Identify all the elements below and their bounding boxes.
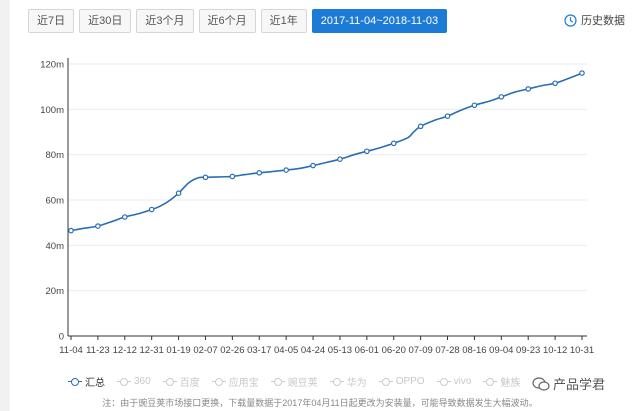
data-point — [256, 170, 263, 176]
tab-last-30-days[interactable]: 近30日 — [79, 9, 132, 33]
legend-label: 汇总 — [85, 378, 105, 389]
y-tick-label: 20m — [46, 286, 65, 297]
data-point — [229, 173, 236, 180]
watermark-text: 产品学君 — [553, 377, 606, 392]
data-point — [95, 223, 101, 229]
data-point — [579, 70, 585, 76]
x-tick-label: 09-23 — [516, 345, 540, 356]
legend-label: 魅族 — [500, 378, 521, 389]
x-tick-label: 12-31 — [140, 345, 164, 356]
legend-item-2[interactable]: 百度 — [162, 374, 200, 389]
wechat-icon — [532, 376, 550, 391]
y-tick-label: 100m — [40, 105, 64, 116]
x-tick-label: 10-12 — [543, 345, 567, 356]
x-tick-label: 07-28 — [435, 345, 459, 356]
chart-footnote: 注：由于豌豆荚市场接口更换，下载量数据于2017年04月11日起更改为安装量，可… — [102, 398, 538, 408]
x-tick-label: 01-19 — [166, 345, 190, 356]
legend-item-4[interactable]: 豌豆荚 — [270, 374, 318, 389]
data-point — [337, 156, 343, 163]
data-point — [202, 174, 209, 181]
tab-last-3-months[interactable]: 近3个月 — [136, 9, 194, 33]
legend-label: OPPO — [395, 376, 425, 387]
legend-marker-icon — [68, 377, 82, 386]
x-tick-label: 06-01 — [355, 345, 379, 356]
x-tick-label: 02-26 — [220, 345, 244, 356]
data-point — [175, 190, 182, 197]
data-point — [498, 94, 505, 100]
history-data-link[interactable]: 历史数据 — [564, 12, 625, 28]
x-tick-label: 11-04 — [59, 345, 83, 356]
x-tick-label: 04-24 — [301, 345, 325, 356]
x-tick-label: 02-07 — [193, 345, 217, 356]
legend-item-8[interactable]: 魅族 — [483, 374, 520, 389]
data-point — [68, 227, 74, 234]
legend-label: 豌豆荚 — [287, 378, 318, 389]
legend-marker-icon — [211, 377, 226, 386]
data-point — [121, 214, 128, 220]
legend-label: 百度 — [179, 378, 200, 389]
legend-marker-icon — [329, 377, 344, 386]
chart-legend: 汇总 360 百度 应用宝 豌豆荚 华为 OPPO vivo 魅族 — [68, 374, 532, 389]
data-point — [417, 123, 424, 130]
x-tick-label: 10-31 — [570, 345, 594, 356]
y-tick-label: 60m — [46, 196, 65, 207]
y-tick-label: 80m — [46, 150, 65, 161]
watermark: 产品学君 — [532, 374, 605, 393]
data-point — [471, 102, 478, 109]
data-point — [310, 162, 316, 169]
legend-marker-icon — [117, 377, 131, 386]
x-tick-label: 11-23 — [86, 345, 110, 356]
data-point — [552, 80, 558, 87]
x-tick-label: 09-04 — [489, 345, 513, 356]
x-tick-label: 07-09 — [408, 345, 432, 356]
data-point — [390, 140, 397, 147]
legend-item-5[interactable]: 华为 — [329, 374, 367, 389]
legend-item-0[interactable]: 汇总 — [68, 374, 105, 389]
data-point — [364, 148, 370, 155]
history-data-label: 历史数据 — [581, 15, 625, 27]
y-tick-label: 40m — [46, 241, 65, 252]
x-tick-label: 04-05 — [274, 345, 298, 356]
history-clock-icon — [564, 13, 577, 27]
page-left-edge — [0, 0, 10, 411]
legend-marker-icon — [483, 377, 498, 386]
tab-custom-range[interactable]: 2017-11-04~2018-11-03 — [311, 9, 448, 33]
data-point — [283, 167, 289, 173]
x-tick-label: 03-17 — [247, 345, 271, 356]
data-point — [444, 113, 451, 119]
x-tick-label: 06-20 — [382, 345, 406, 356]
tab-last-7-days[interactable]: 近7日 — [28, 9, 75, 33]
legend-item-3[interactable]: 应用宝 — [211, 374, 259, 389]
y-tick-label: 120m — [40, 60, 64, 71]
date-range-tabs: 近7日 近30日 近3个月 近6个月 近1年 2017-11-04~2018-1… — [28, 9, 452, 33]
legend-marker-icon — [162, 377, 177, 386]
x-tick-label: 05-13 — [328, 345, 352, 356]
data-point — [525, 86, 532, 92]
legend-item-1[interactable]: 360 — [117, 374, 151, 389]
series-line-汇总 — [70, 72, 583, 232]
legend-item-7[interactable]: vivo — [436, 374, 472, 389]
legend-label: vivo — [453, 376, 472, 387]
legend-marker-icon — [378, 377, 393, 386]
tab-last-1-year[interactable]: 近1年 — [260, 9, 307, 33]
data-point — [148, 206, 155, 213]
legend-marker-icon — [270, 377, 285, 386]
x-tick-label: 08-16 — [462, 345, 486, 356]
x-tick-label: 12-12 — [113, 345, 137, 356]
y-tick-label: 0 — [59, 332, 64, 343]
legend-label: 华为 — [346, 378, 367, 389]
tab-last-6-months[interactable]: 近6个月 — [198, 9, 256, 33]
legend-item-6[interactable]: OPPO — [378, 374, 425, 389]
legend-marker-icon — [436, 377, 451, 386]
legend-label: 360 — [134, 376, 151, 387]
legend-label: 应用宝 — [228, 378, 259, 389]
